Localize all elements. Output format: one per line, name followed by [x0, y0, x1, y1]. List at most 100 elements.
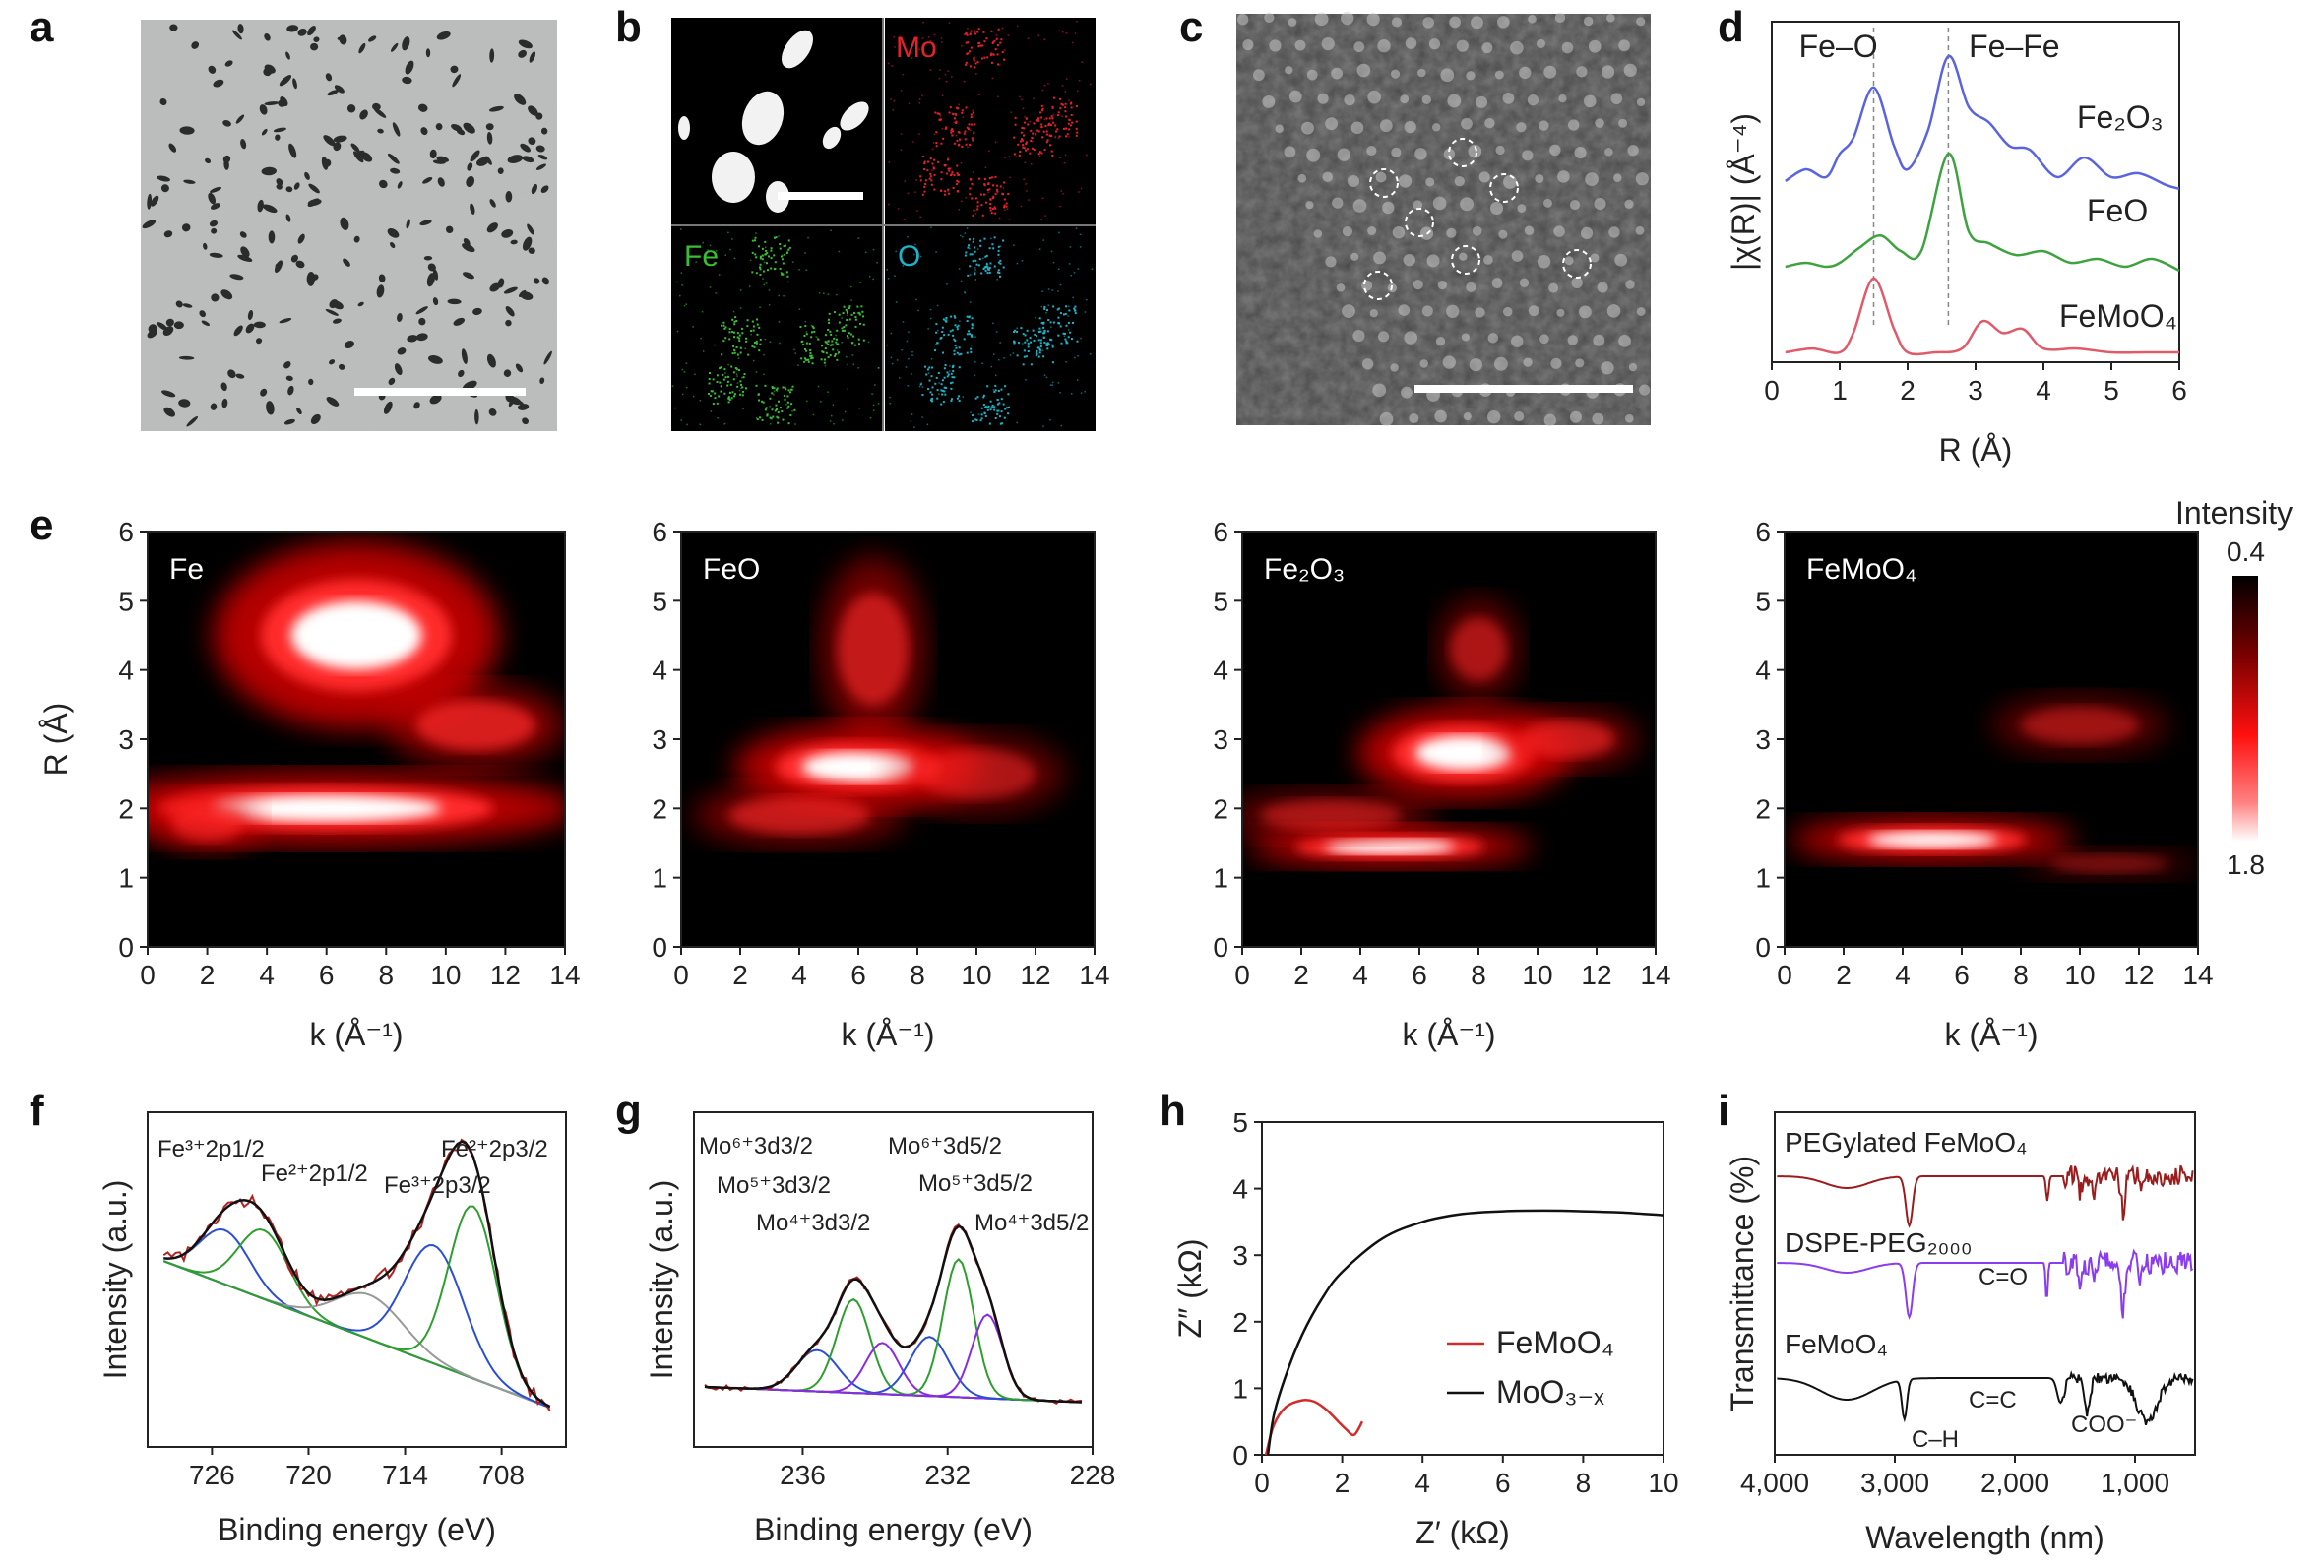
atom-column [1495, 145, 1505, 156]
eds-pixel [974, 273, 976, 276]
eds-pixel [1009, 354, 1012, 356]
heatmap-mark [415, 700, 535, 751]
eds-pixel [914, 191, 916, 193]
eds-pixel [727, 401, 730, 404]
atom-column [1535, 173, 1544, 184]
eds-pixel [680, 272, 683, 274]
atom-column [1484, 117, 1495, 129]
nanoparticle [173, 321, 184, 330]
eds-pixel [1042, 239, 1045, 241]
eds-pixel [972, 420, 974, 423]
eds-pixel [782, 386, 785, 389]
eds-pixel [754, 236, 757, 239]
heatmap-field [1790, 694, 2198, 880]
eds-pixel [791, 261, 794, 263]
eds-pixel [777, 416, 780, 419]
atom-column [1367, 90, 1381, 104]
eds-pixel [962, 116, 965, 118]
eds-pixel [736, 375, 738, 377]
atom-column [1305, 201, 1314, 210]
eds-pixel [951, 365, 954, 368]
eds-pixel [798, 269, 800, 271]
eds-pixel [1068, 263, 1071, 265]
atom-column [1466, 71, 1476, 81]
eds-pixel [1022, 107, 1025, 110]
eds-pixel [966, 320, 969, 323]
eds-pixel [1090, 83, 1092, 86]
y-tick-label: 5 [1755, 586, 1771, 616]
eds-pixel [969, 187, 972, 190]
eds-pixel [734, 367, 737, 370]
eds-pixel [787, 405, 790, 408]
eds-pixel [727, 375, 730, 378]
eds-pixel [947, 167, 950, 170]
atom-column [1322, 171, 1333, 183]
eds-pixel [824, 358, 827, 361]
atom-column [1306, 69, 1318, 81]
atom-column [1528, 15, 1537, 24]
eds-pixel [1015, 156, 1017, 157]
eds-pixel [784, 386, 786, 389]
eds-pixel [956, 164, 959, 167]
eds-pixel [997, 253, 1000, 256]
eds-pixel [766, 269, 769, 272]
eds-pixel [732, 310, 735, 313]
eds-pixel [980, 57, 983, 60]
eds-pixel [740, 383, 743, 386]
nanoparticle [275, 134, 281, 141]
eds-pixel [854, 316, 857, 319]
eds-pixel [1057, 111, 1060, 114]
nanoparticle [445, 225, 454, 233]
eds-pixel [741, 376, 743, 379]
nanoparticle [344, 341, 354, 348]
atom-column [1557, 170, 1570, 183]
eds-pixel [1059, 325, 1062, 328]
eds-pixel [956, 179, 959, 182]
nanoparticle [378, 179, 388, 189]
nanoparticle [260, 388, 268, 397]
eds-pixel [852, 335, 855, 338]
eds-pixel [757, 245, 760, 248]
eds-pixel [709, 244, 712, 247]
eds-pixel [1021, 98, 1023, 101]
panel-b-label: b [615, 3, 642, 51]
y-axis-label: Z″ (kΩ) [1172, 1239, 1208, 1339]
eds-pixel [1038, 347, 1041, 350]
eds-pixel [970, 347, 973, 350]
eds-pixel [1067, 122, 1070, 125]
nanoparticle [402, 36, 410, 51]
atom-column [1475, 307, 1485, 318]
nanoparticle [394, 363, 403, 376]
eds-pixel [941, 331, 944, 334]
atom-column [1483, 255, 1493, 265]
eds-pixel [911, 350, 913, 353]
y-tick-label: 3 [1213, 724, 1228, 755]
eds-pixel [804, 252, 806, 254]
eds-pixel [993, 408, 996, 411]
atom-column [1491, 278, 1503, 288]
panel-d-label: d [1718, 3, 1744, 51]
eds-pixel [1039, 339, 1042, 342]
eds-pixel [785, 271, 788, 274]
atom-column [1375, 171, 1387, 183]
eds-pixel [963, 80, 966, 83]
eds-pixel [974, 397, 977, 400]
atom-column [1489, 201, 1504, 216]
eds-pixel [858, 322, 861, 325]
eds-pixel [1075, 134, 1078, 137]
eds-pixel [777, 411, 780, 414]
eds-pixel [979, 193, 982, 196]
eds-pixel [809, 354, 812, 357]
peak-annotation: Fe²⁺2p3/2 [441, 1136, 548, 1162]
eds-pixel [1000, 388, 1003, 391]
eds-pixel [920, 382, 923, 384]
eds-pixel [1034, 333, 1036, 336]
atom-column [1342, 304, 1355, 319]
eds-pixel [941, 41, 943, 43]
eds-pixel [1074, 305, 1077, 308]
eds-pixel [1050, 150, 1053, 153]
eds-pixel [992, 353, 995, 355]
colorbar-top-label: 0.4 [2227, 536, 2265, 567]
atom-column [1588, 39, 1602, 53]
